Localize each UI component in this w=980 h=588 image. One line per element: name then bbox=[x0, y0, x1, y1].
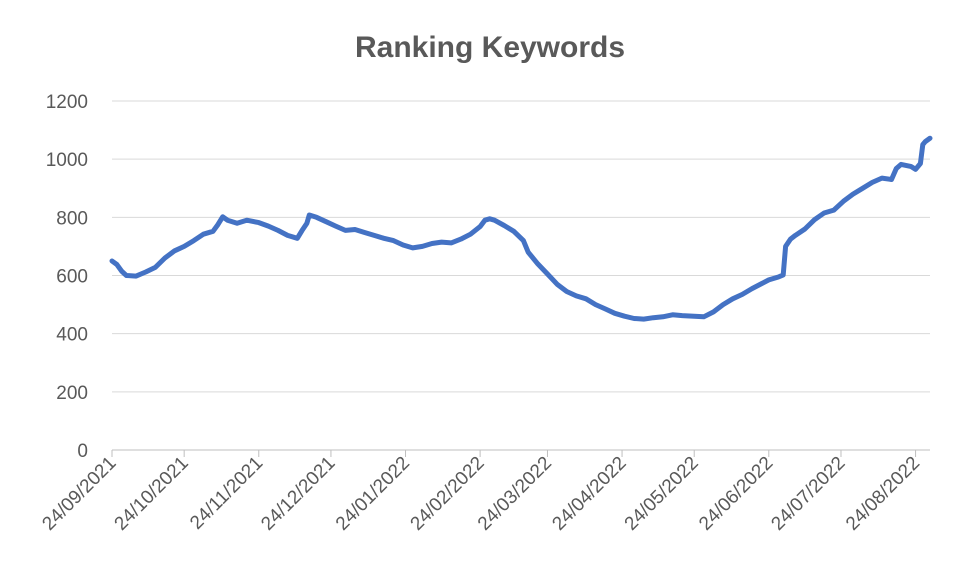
y-tick-label: 1200 bbox=[46, 92, 88, 113]
x-tick-label: 24/06/2022 bbox=[695, 453, 777, 535]
chart-title: Ranking Keywords bbox=[355, 31, 625, 64]
x-tick-label: 24/03/2022 bbox=[474, 453, 556, 535]
x-tick-label: 24/04/2022 bbox=[548, 453, 630, 535]
x-tick-label: 24/09/2021 bbox=[38, 453, 120, 535]
y-tick-label: 0 bbox=[77, 441, 88, 462]
y-tick-label: 400 bbox=[56, 325, 88, 346]
y-axis-ticks: 0 200 400 600 800 1000 1200 bbox=[46, 92, 88, 462]
gridlines bbox=[112, 100, 930, 393]
x-tick-label: 24/08/2022 bbox=[842, 453, 924, 535]
x-axis-ticks: 24/09/202124/10/202124/11/202124/12/2021… bbox=[38, 450, 924, 535]
y-tick-label: 1000 bbox=[46, 150, 88, 171]
x-tick-label: 24/05/2022 bbox=[621, 453, 703, 535]
x-tick-label: 24/12/2021 bbox=[257, 453, 339, 535]
y-tick-label: 600 bbox=[56, 267, 88, 288]
x-tick-label: 24/11/2021 bbox=[186, 453, 267, 534]
series-line-0 bbox=[109, 135, 933, 322]
y-tick-label: 200 bbox=[56, 383, 88, 404]
series-layer bbox=[109, 135, 933, 322]
x-tick-label: 24/10/2021 bbox=[111, 453, 193, 535]
y-tick-label: 800 bbox=[56, 208, 88, 229]
x-tick-label: 24/07/2022 bbox=[767, 453, 849, 535]
x-tick-label: 24/01/2022 bbox=[332, 453, 414, 535]
